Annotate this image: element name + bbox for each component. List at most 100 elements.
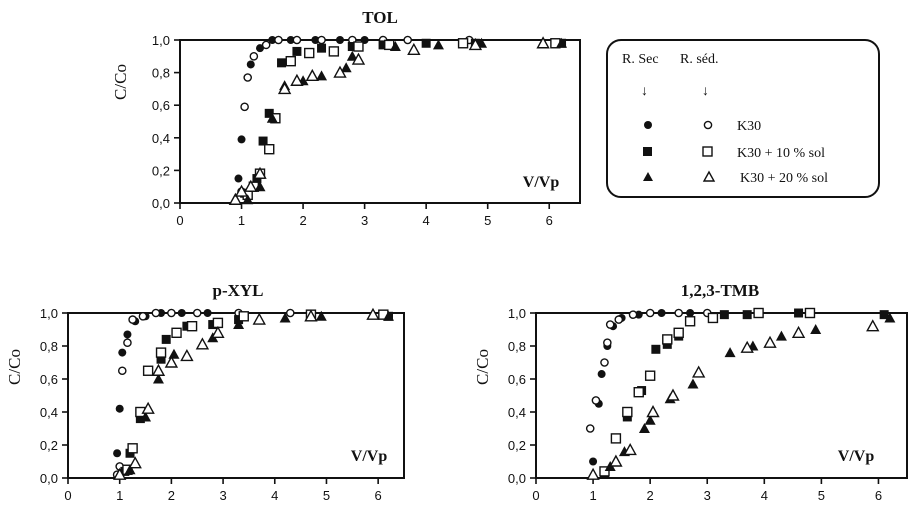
legend: R. Sec R. séd. ↓ ↓ K30 K30 + 10 % sol K3… — [606, 39, 880, 198]
data-point — [382, 310, 394, 321]
data-point — [115, 404, 124, 413]
y-tick-label: 0,2 — [40, 438, 58, 453]
series-open-triangle — [228, 36, 550, 205]
data-point — [286, 36, 295, 44]
x-tick-label: 1 — [238, 213, 245, 228]
x-tick-label: 2 — [299, 213, 306, 228]
data-point — [264, 108, 274, 118]
data-point — [536, 36, 550, 49]
data-point — [304, 47, 315, 59]
data-point — [591, 396, 601, 405]
data-point — [171, 327, 182, 338]
data-point — [753, 307, 764, 319]
data-point — [138, 311, 148, 321]
y-tick-label: 0,0 — [40, 471, 58, 486]
data-point — [279, 312, 291, 323]
y-tick-label: 0,8 — [40, 339, 58, 354]
data-point — [866, 319, 880, 332]
x-tick-label: 3 — [704, 488, 711, 503]
data-point — [333, 65, 347, 78]
data-point — [254, 181, 266, 192]
data-point — [468, 37, 483, 51]
data-point — [724, 347, 736, 358]
x-tick-label: 4 — [271, 488, 278, 503]
data-point — [879, 310, 889, 320]
x-tick-label: 2 — [168, 488, 175, 503]
data-point — [673, 327, 684, 338]
data-point — [140, 411, 152, 422]
x-axis-label: V/Vp — [351, 448, 388, 465]
data-point — [264, 144, 275, 155]
y-tick-label: 0,6 — [152, 98, 170, 113]
data-point — [674, 308, 683, 318]
x-tick-label: 2 — [647, 488, 654, 503]
y-tick-label: 0,6 — [40, 372, 58, 387]
data-point — [256, 44, 264, 53]
data-point — [346, 50, 358, 61]
x-tick-label: 1 — [589, 488, 596, 503]
data-point — [884, 312, 896, 323]
x-tick-label: 0 — [532, 488, 539, 503]
data-point — [347, 42, 357, 52]
y-tick-label: 0,8 — [152, 66, 170, 81]
data-point — [775, 330, 787, 341]
legend-arrow-sec: ↓ — [641, 84, 648, 99]
data-point — [684, 316, 696, 327]
data-point — [687, 378, 699, 389]
data-point — [252, 312, 266, 325]
data-point — [614, 315, 624, 324]
legend-label-k30: K30 — [737, 119, 761, 134]
data-point — [666, 388, 680, 401]
data-point — [242, 194, 254, 205]
data-point — [238, 311, 249, 322]
series-open-square — [242, 38, 561, 201]
data-point — [644, 414, 656, 425]
data-point — [151, 308, 161, 318]
data-point — [292, 46, 302, 56]
data-point — [290, 73, 304, 86]
data-point — [233, 319, 245, 330]
data-point — [237, 135, 246, 144]
data-point — [164, 355, 179, 368]
y-tick-label: 0,2 — [508, 438, 526, 453]
x-tick-label: 0 — [176, 213, 183, 228]
data-point — [234, 184, 249, 197]
data-point — [168, 348, 180, 359]
data-point — [285, 308, 295, 318]
data-point — [605, 320, 615, 329]
data-point — [585, 424, 595, 433]
data-point — [268, 36, 277, 44]
series-open-square — [122, 309, 389, 475]
x-tick-label: 0 — [64, 488, 71, 503]
data-point — [274, 35, 283, 45]
data-point — [142, 365, 154, 376]
data-point — [586, 467, 600, 480]
data-point — [180, 348, 194, 362]
data-point — [457, 38, 469, 49]
data-point — [156, 354, 166, 364]
y-tick-label: 0,4 — [40, 405, 58, 420]
y-tick-label: 0,0 — [508, 471, 526, 486]
data-point — [234, 174, 243, 183]
data-point — [211, 325, 225, 338]
series-open-triangle — [586, 319, 880, 480]
x-tick-label: 6 — [875, 488, 882, 503]
legend-box — [606, 39, 880, 198]
data-point — [124, 464, 136, 475]
data-point — [240, 102, 249, 112]
data-point — [351, 52, 366, 65]
y-tick-label: 0,2 — [152, 163, 170, 178]
data-point — [646, 405, 660, 418]
x-tick-label: 5 — [323, 488, 330, 503]
legend-label-k30-20: K30 + 20 % sol — [740, 171, 828, 186]
data-point — [645, 308, 655, 318]
data-point — [707, 312, 719, 324]
chart-p-xyl: p-XYL C/Co V/Vp 0,0 0,2 0,4 0,6 0,8 1,0 0 1 2 3 4 5 6 — [5, 281, 405, 503]
data-point — [305, 68, 319, 82]
data-point — [266, 112, 278, 123]
data-point — [135, 414, 145, 424]
series-open-circle — [585, 308, 712, 433]
x-tick-label: 4 — [761, 488, 768, 503]
data-point — [719, 310, 729, 320]
data-point — [603, 338, 612, 348]
